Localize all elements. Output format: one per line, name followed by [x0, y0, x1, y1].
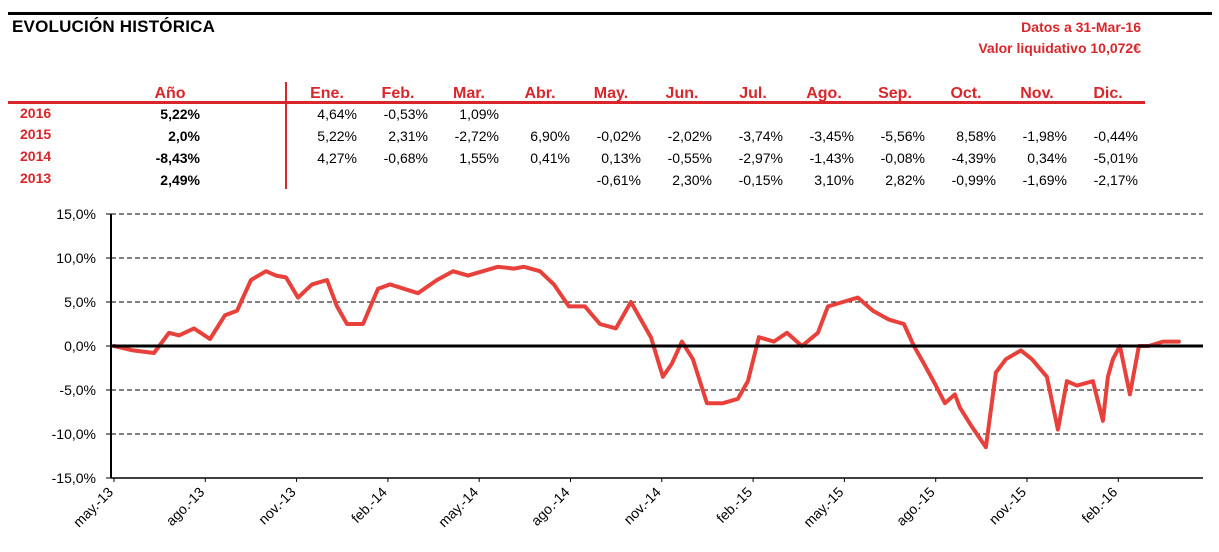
x-tick-label: nov.-15: [986, 484, 1030, 528]
return-cell: -0,68%: [383, 150, 428, 166]
month-header: Feb.: [381, 85, 415, 102]
net-asset-value-label: Valor liquidativo 10,072€: [978, 40, 1141, 56]
y-tick-label: -10,0%: [52, 426, 96, 442]
month-header: Nov.: [1020, 85, 1054, 102]
return-cell: 1,55%: [459, 150, 499, 166]
month-header: Ene.: [310, 85, 344, 102]
return-cell: -5,01%: [1093, 150, 1138, 166]
x-tick-label: may.-14: [435, 484, 481, 530]
return-cell: -0,61%: [596, 172, 641, 188]
return-cell: -1,98%: [1022, 128, 1067, 144]
month-header: Mar.: [452, 85, 485, 102]
return-cell: 0,34%: [1027, 150, 1067, 166]
return-cell: 2,82%: [885, 172, 925, 188]
return-cell: 1,09%: [459, 106, 499, 122]
x-tick-label: may.-15: [800, 484, 846, 530]
year-column-header: Año: [154, 85, 186, 102]
x-tick-label: nov.-13: [255, 484, 299, 528]
data-date-label: Datos a 31-Mar-16: [1021, 19, 1141, 35]
return-cell: -0,44%: [1093, 128, 1138, 144]
return-cell: 3,10%: [814, 172, 854, 188]
month-header: Ago.: [806, 85, 842, 102]
table-divider: [285, 82, 287, 189]
return-cell: -5,56%: [880, 128, 925, 144]
y-tick-label: 0,0%: [64, 338, 96, 354]
return-cell: -3,45%: [809, 128, 854, 144]
return-cell: -0,15%: [738, 172, 783, 188]
return-cell: 8,58%: [956, 128, 996, 144]
x-tick-label: feb.-14: [348, 484, 390, 526]
return-cell: -1,69%: [1022, 172, 1067, 188]
month-header: Oct.: [950, 85, 982, 102]
row-year-total: 2,49%: [160, 172, 200, 188]
return-cell: -0,53%: [383, 106, 428, 122]
return-cell: 4,64%: [317, 106, 357, 122]
table-header-rule: [8, 101, 1145, 104]
return-cell: 0,41%: [530, 150, 570, 166]
return-cell: -0,99%: [951, 172, 996, 188]
return-cell: -3,74%: [738, 128, 783, 144]
return-cell: 5,22%: [317, 128, 357, 144]
y-tick-label: -5,0%: [59, 382, 96, 398]
month-header: Abr.: [524, 85, 556, 102]
x-tick-label: may.-13: [70, 484, 116, 530]
x-tick-label: nov.-14: [620, 484, 664, 528]
return-cell: -1,43%: [809, 150, 854, 166]
x-tick-label: ago.-13: [163, 484, 208, 529]
return-cell: 2,31%: [388, 128, 428, 144]
return-cell: -0,08%: [880, 150, 925, 166]
row-year: 2014: [20, 148, 52, 164]
month-header: Jul.: [739, 85, 767, 102]
return-cell: -2,17%: [1093, 172, 1138, 188]
title-rule: [8, 12, 1212, 15]
row-year-total: -8,43%: [155, 150, 200, 166]
row-year: 2013: [20, 170, 52, 186]
return-cell: -0,02%: [596, 128, 641, 144]
month-header: Dic.: [1093, 85, 1123, 102]
x-tick-label: feb.-16: [1078, 484, 1120, 526]
page-title: EVOLUCIÓN HISTÓRICA: [12, 17, 216, 36]
historical-performance-chart: 15,0%10,0%5,0%0,0%-5,0%-10,0%-15,0%may.-…: [52, 206, 1203, 530]
return-cell: -2,02%: [667, 128, 712, 144]
return-cell: -2,97%: [738, 150, 783, 166]
return-cell: -0,55%: [667, 150, 712, 166]
y-tick-label: -15,0%: [52, 470, 96, 486]
row-year: 2016: [20, 105, 52, 121]
return-cell: 0,13%: [601, 150, 641, 166]
y-tick-label: 10,0%: [56, 250, 96, 266]
month-header: Jun.: [665, 85, 699, 102]
x-tick-label: ago.-14: [528, 484, 573, 529]
return-cell: 6,90%: [530, 128, 570, 144]
series-line: [112, 264, 1181, 450]
y-tick-label: 15,0%: [56, 206, 96, 222]
row-year-total: 2,0%: [168, 128, 200, 144]
return-cell: 4,27%: [317, 150, 357, 166]
return-cell: -2,72%: [454, 128, 499, 144]
x-tick-label: ago.-15: [893, 484, 938, 529]
x-tick-label: feb.-15: [713, 484, 755, 526]
y-tick-label: 5,0%: [64, 294, 96, 310]
month-header: May.: [593, 85, 629, 102]
return-cell: 2,30%: [672, 172, 712, 188]
row-year: 2015: [20, 126, 52, 142]
month-header: Sep.: [878, 85, 912, 102]
return-cell: -4,39%: [951, 150, 996, 166]
row-year-total: 5,22%: [160, 106, 200, 122]
